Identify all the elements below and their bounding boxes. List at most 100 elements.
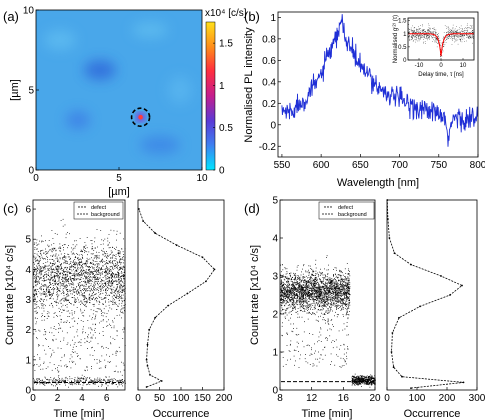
- g2-point: [451, 37, 452, 38]
- c-defect-point: [83, 246, 84, 248]
- c-defect-point: [104, 269, 106, 270]
- c-defect-point: [116, 233, 118, 235]
- d-defect-point: [285, 293, 286, 294]
- d-defect-point: [337, 289, 339, 291]
- c-defect-point: [62, 289, 64, 291]
- c-defect-point: [111, 288, 113, 290]
- c-defect-point: [122, 307, 124, 309]
- c-defect-point: [81, 265, 83, 267]
- c-defect-point: [64, 253, 66, 254]
- g2-point: [427, 34, 429, 36]
- d-defect-point: [346, 295, 348, 297]
- g2-point: [470, 36, 472, 38]
- g2-point: [436, 38, 437, 40]
- d-defect-point: [348, 268, 349, 270]
- c-defect-point: [87, 266, 89, 268]
- c-defect-point: [94, 383, 96, 384]
- d-defect-point: [345, 278, 346, 280]
- d-defect-point: [323, 294, 325, 296]
- c-defect-point: [103, 304, 104, 305]
- g2-point: [450, 31, 451, 33]
- panel-b-spectrum: 550 600 650 700 750 800 -0.200.20.40.60.81 Wa…: [243, 11, 485, 189]
- c-defect-point: [109, 277, 111, 279]
- c-defect-point: [93, 286, 95, 287]
- c-defect-point: [95, 274, 97, 275]
- c-defect-point: [42, 258, 44, 259]
- d-defect-point: [344, 297, 345, 298]
- c-defect-point: [35, 258, 37, 259]
- c-defect-point: [73, 292, 75, 293]
- g2-point: [418, 36, 419, 37]
- d-defect-point: [325, 278, 326, 280]
- c-defect-point: [95, 294, 97, 295]
- g2-point: [429, 31, 430, 33]
- c-defect-point: [36, 306, 38, 308]
- c-defect-point: [112, 261, 113, 262]
- d-defect-point: [301, 292, 303, 294]
- d-defect-point: [313, 280, 315, 281]
- d-defect-point: [332, 340, 334, 341]
- d-defect-point: [329, 291, 330, 292]
- c-defect-point: [70, 354, 72, 356]
- c-defect-point: [88, 281, 90, 283]
- g2-point: [436, 34, 438, 35]
- g2-point: [430, 31, 432, 32]
- c-defect-point: [72, 249, 74, 251]
- c-defect-point: [90, 262, 91, 264]
- c-defect-point: [116, 230, 118, 232]
- c-defect-point: [68, 282, 69, 284]
- c-defect-point: [34, 248, 36, 250]
- c-defect-point: [107, 268, 108, 270]
- d-defect-point: [338, 285, 340, 287]
- c-defect-point: [107, 245, 109, 246]
- c-defect-point: [91, 380, 92, 382]
- c-defect-point: [62, 278, 64, 280]
- c-defect-point: [107, 290, 108, 291]
- c-defect-point: [77, 355, 79, 356]
- g2-point: [427, 35, 429, 37]
- c-defect-point: [76, 290, 78, 292]
- d-defect-point: [281, 299, 283, 301]
- c-defect-point: [118, 303, 120, 305]
- c-defect-point: [68, 302, 70, 303]
- c-defect-point: [45, 331, 47, 333]
- c-defect-point: [110, 277, 112, 278]
- g2-point: [417, 29, 419, 30]
- d-defect-point: [332, 298, 334, 299]
- d-defect-point: [346, 352, 347, 354]
- g2-point: [446, 32, 447, 33]
- c-defect-point: [43, 288, 44, 290]
- c-defect-point: [108, 255, 109, 257]
- d-defect-point: [328, 269, 329, 271]
- c-defect-point: [80, 254, 82, 255]
- c-defect-point: [52, 339, 53, 341]
- c-defect-point: [113, 265, 115, 266]
- c-defect-point: [117, 351, 118, 353]
- g2-point: [452, 28, 454, 29]
- c-defect-point: [123, 277, 124, 279]
- d-defect-point: [308, 281, 310, 283]
- c-defect-point: [85, 275, 87, 277]
- d-defect-point: [293, 284, 294, 285]
- g2-point: [421, 37, 423, 38]
- c-defect-point: [113, 281, 114, 283]
- d-defect-point: [300, 302, 302, 304]
- c-defect-point: [38, 260, 39, 262]
- c-defect-point: [40, 270, 42, 271]
- c-defect-point: [64, 285, 66, 287]
- c-defect-point: [51, 269, 53, 271]
- d-defect-point: [294, 285, 296, 287]
- d-defect-point: [339, 291, 341, 293]
- d-defect-point: [323, 305, 324, 307]
- d-defect-point: [333, 274, 334, 276]
- c-defect-point: [72, 265, 74, 267]
- g2-point: [453, 34, 455, 36]
- d-defect-point: [288, 290, 290, 292]
- c-defect-point: [78, 292, 79, 294]
- d-defect-point: [286, 272, 288, 274]
- c-defect-point: [39, 272, 41, 274]
- c-defect-point: [96, 380, 98, 382]
- c-defect-point: [117, 272, 119, 273]
- c-defect-point: [114, 266, 115, 267]
